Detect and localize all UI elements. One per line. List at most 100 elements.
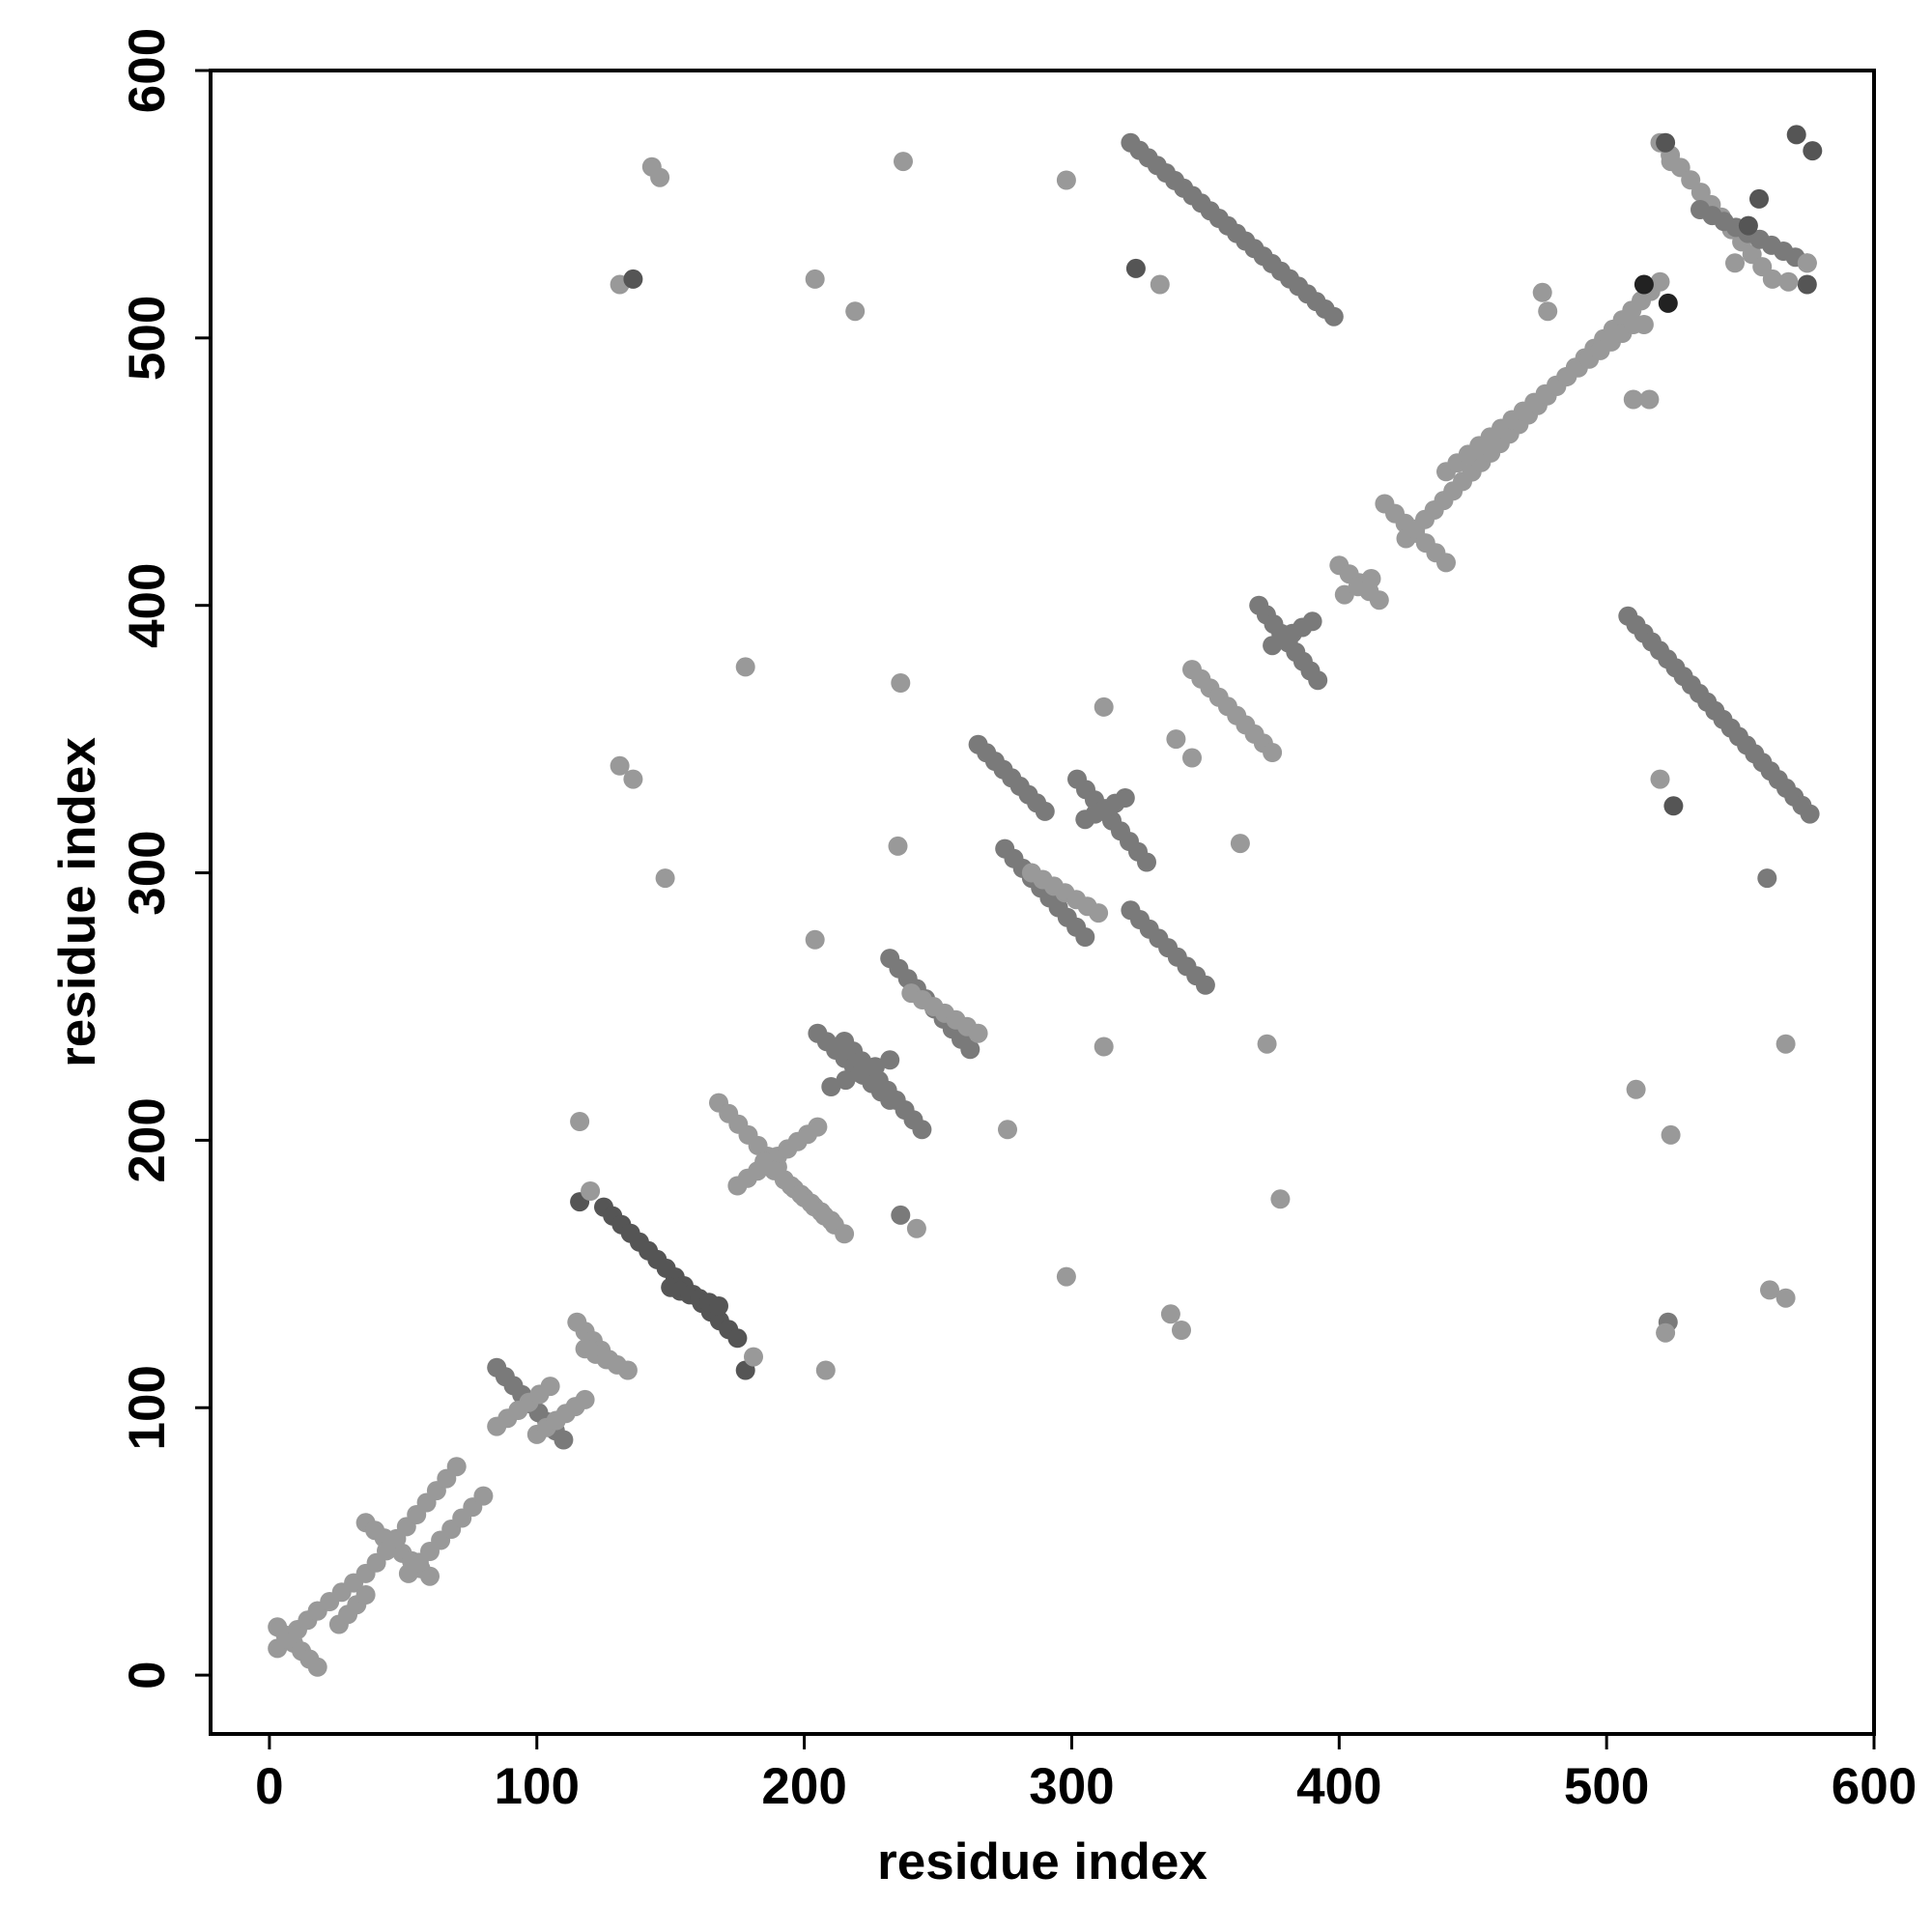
data-point	[1302, 611, 1322, 632]
y-axis-title: residue index	[49, 737, 106, 1067]
data-point	[1125, 258, 1146, 278]
y-tick-label: 0	[119, 1661, 176, 1689]
data-point	[1626, 1079, 1646, 1099]
data-point	[1094, 696, 1114, 717]
x-tick-label: 300	[1029, 1758, 1114, 1815]
data-point	[1797, 253, 1817, 273]
data-point	[866, 1057, 885, 1077]
data-point	[1035, 801, 1055, 821]
y-tick-label: 300	[119, 830, 176, 915]
data-point	[1115, 788, 1135, 808]
data-point	[1656, 1322, 1676, 1343]
data-point	[808, 1117, 828, 1137]
data-point	[1749, 188, 1769, 209]
points-layer	[268, 125, 1823, 1677]
data-point	[540, 1377, 560, 1397]
data-point	[1797, 274, 1817, 295]
y-tick-label: 500	[119, 296, 176, 381]
data-point	[805, 269, 825, 289]
plot-frame	[209, 69, 1876, 1736]
data-point	[906, 1218, 926, 1238]
data-point	[1089, 903, 1109, 923]
x-tick-label: 600	[1832, 1758, 1917, 1815]
data-point	[1800, 804, 1820, 824]
data-point	[1270, 1189, 1291, 1209]
data-point	[570, 1112, 590, 1131]
data-point	[880, 1050, 900, 1070]
data-point	[821, 1077, 841, 1096]
y-tick-label: 200	[119, 1097, 176, 1182]
data-point	[623, 269, 643, 289]
x-axis-title: residue index	[877, 1833, 1208, 1890]
data-point	[1137, 852, 1156, 872]
data-point	[805, 929, 825, 950]
data-point	[1725, 253, 1745, 273]
data-point	[1308, 670, 1328, 691]
data-point	[1172, 1321, 1191, 1340]
data-point	[1257, 1034, 1277, 1054]
data-point	[1056, 1266, 1076, 1287]
data-point	[894, 152, 913, 172]
data-point	[581, 1181, 601, 1201]
data-point	[355, 1585, 376, 1605]
data-point	[1150, 274, 1170, 295]
data-point	[1263, 743, 1283, 762]
data-point	[815, 1360, 836, 1380]
data-point	[473, 1486, 494, 1506]
data-point	[1160, 1304, 1180, 1324]
data-point	[1661, 1124, 1681, 1145]
y-axis: 0 100 200 300 400 500 600	[119, 28, 211, 1690]
data-point	[1639, 389, 1660, 410]
data-point	[1056, 170, 1076, 190]
data-point	[1538, 301, 1558, 322]
data-point	[617, 1360, 638, 1380]
data-point	[1650, 769, 1670, 789]
data-point	[1776, 1288, 1796, 1308]
data-point	[1436, 553, 1456, 573]
data-point	[1778, 271, 1799, 292]
y-tick-label: 600	[119, 28, 176, 113]
x-tick-label: 500	[1564, 1758, 1649, 1815]
data-point	[821, 1210, 841, 1231]
data-point	[1776, 1034, 1796, 1054]
data-point	[891, 1205, 911, 1225]
data-point	[1663, 796, 1684, 816]
data-point	[968, 1023, 988, 1043]
data-point	[650, 167, 670, 187]
x-axis: 0 100 200 300 400 500 600	[255, 1734, 1917, 1815]
data-point	[446, 1457, 467, 1477]
data-point	[1803, 141, 1823, 161]
data-point	[1182, 748, 1202, 768]
y-tick-label: 400	[119, 562, 176, 647]
data-point	[912, 1120, 932, 1140]
data-point	[623, 769, 643, 789]
data-point	[1094, 1037, 1114, 1057]
data-point	[1738, 215, 1758, 236]
data-point	[610, 755, 630, 776]
data-point	[1650, 271, 1670, 292]
data-point	[735, 657, 755, 677]
data-point	[1166, 729, 1186, 750]
x-tick-label: 200	[761, 1758, 846, 1815]
x-tick-label: 400	[1296, 1758, 1381, 1815]
data-point	[1195, 975, 1215, 995]
data-point	[744, 1347, 763, 1367]
data-point	[1369, 590, 1389, 611]
data-point	[1634, 274, 1654, 295]
data-point	[1323, 306, 1344, 327]
y-tick-label: 100	[119, 1365, 176, 1450]
data-point	[554, 1430, 574, 1450]
data-point	[1656, 132, 1676, 153]
data-point	[998, 1120, 1017, 1140]
data-point	[1762, 269, 1782, 289]
data-point	[1786, 125, 1806, 145]
data-point	[727, 1328, 748, 1349]
data-point	[1532, 282, 1552, 302]
data-point	[575, 1389, 595, 1409]
x-tick-label: 0	[255, 1758, 283, 1815]
data-point	[845, 301, 866, 322]
data-point	[1361, 569, 1381, 588]
data-point	[1075, 927, 1095, 947]
data-point	[1661, 152, 1681, 172]
